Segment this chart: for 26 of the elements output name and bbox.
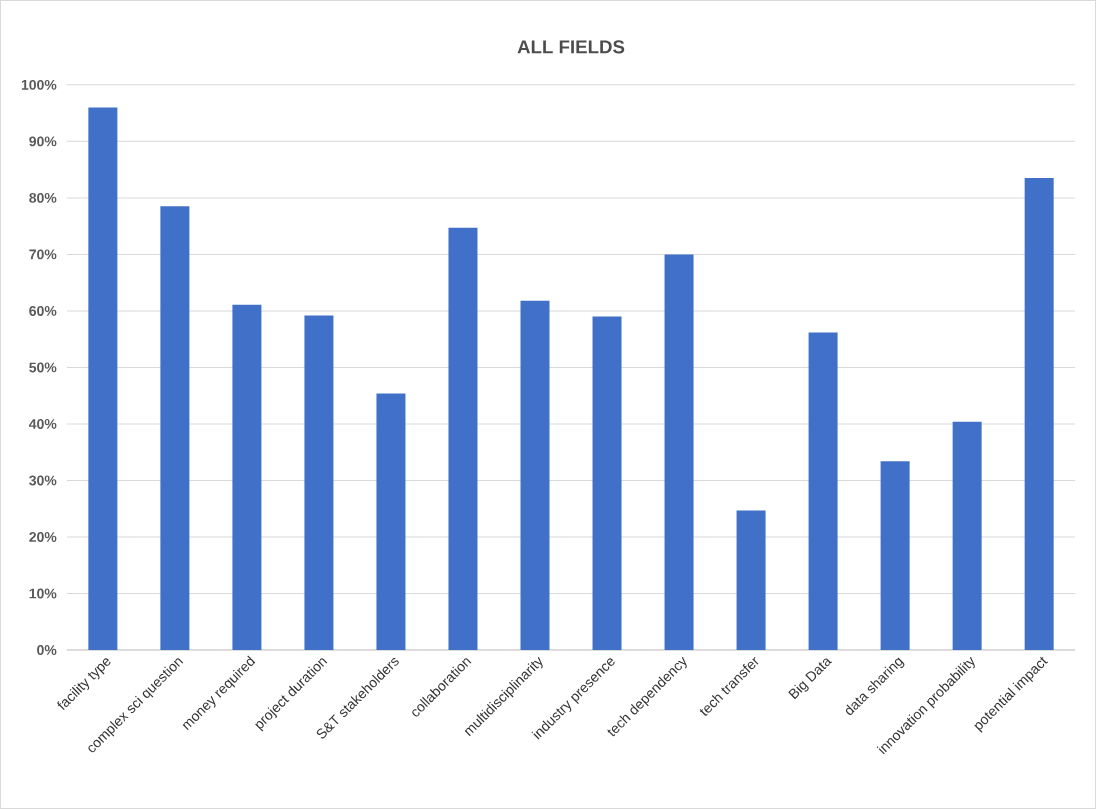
y-tick-label: 50%	[29, 362, 57, 373]
bar	[952, 421, 982, 651]
y-tick-label: 0%	[37, 645, 57, 656]
y-tick-label: 90%	[29, 136, 57, 147]
y-tick-label: 100%	[21, 79, 57, 90]
bar	[304, 315, 334, 651]
bar	[592, 316, 622, 651]
bar	[880, 461, 910, 651]
y-tick-label: 80%	[29, 192, 57, 203]
bar	[160, 206, 190, 651]
y-tick-label: 70%	[29, 249, 57, 260]
bar	[808, 332, 838, 651]
bar	[88, 107, 118, 651]
y-tick-label: 30%	[29, 475, 57, 486]
chart-title: ALL FIELDS	[517, 40, 625, 54]
y-tick-label: 20%	[29, 532, 57, 542]
y-tick-label: 10%	[29, 588, 57, 599]
y-tick-label: 60%	[29, 306, 57, 316]
bar	[376, 393, 406, 651]
bar	[232, 304, 262, 651]
bar	[664, 254, 694, 651]
bar	[736, 510, 766, 651]
y-tick-label: 40%	[28, 419, 57, 429]
bar	[1024, 178, 1054, 651]
bar	[448, 227, 478, 651]
bar	[520, 300, 550, 651]
